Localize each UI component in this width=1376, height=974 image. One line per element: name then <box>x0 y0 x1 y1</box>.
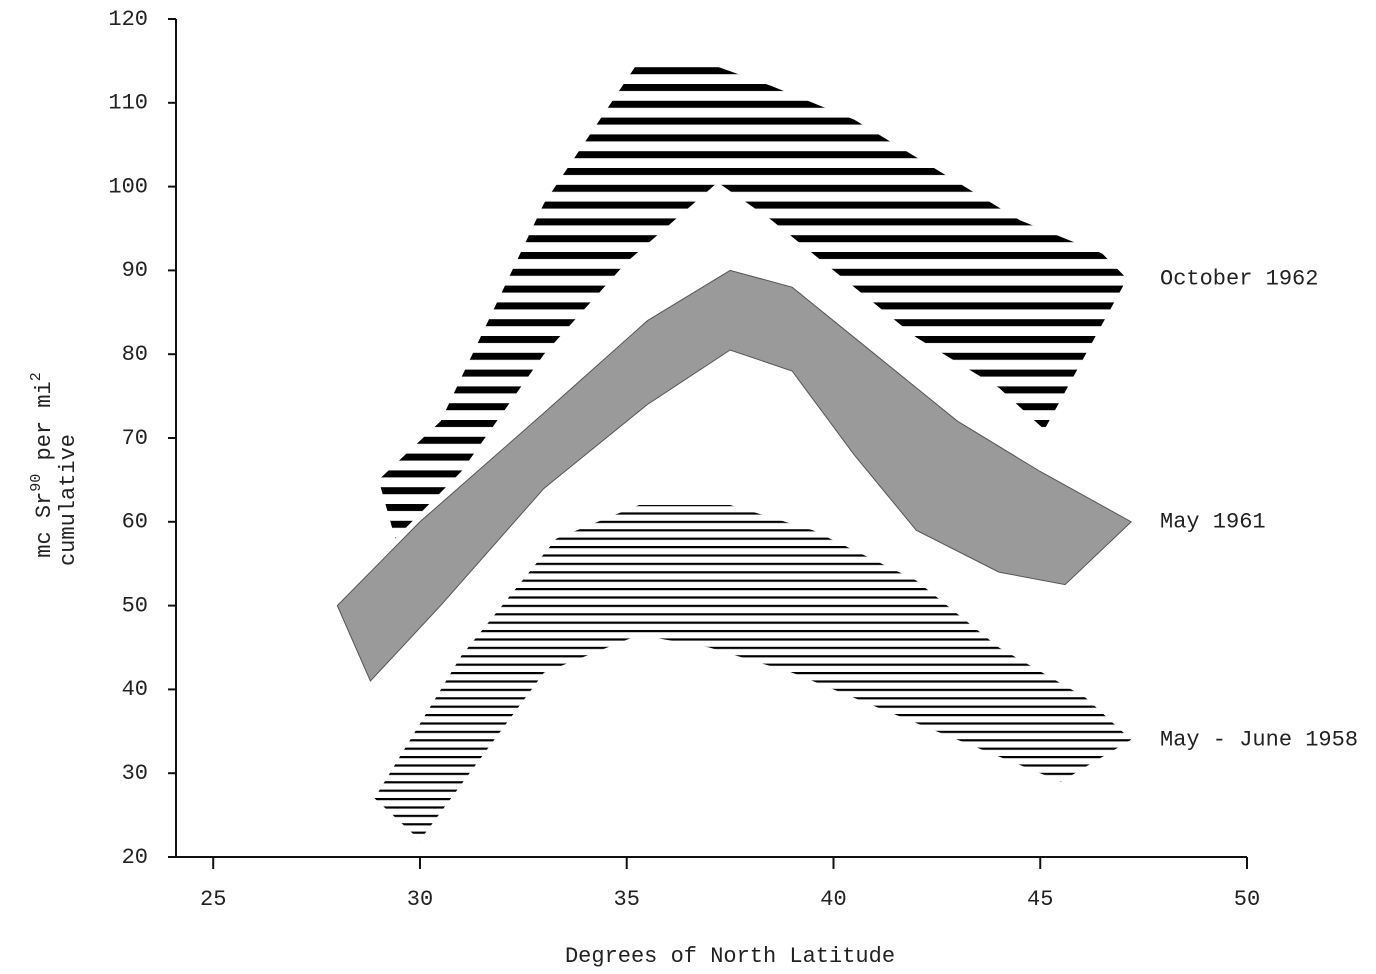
x-tick-label: 45 <box>1027 887 1053 912</box>
x-tick-label: 25 <box>200 887 226 912</box>
y-axis-label-line2: cumulative <box>56 434 81 566</box>
x-tick-label: 30 <box>407 887 433 912</box>
range-band <box>378 60 1128 539</box>
y-label-sup: 90 <box>28 474 45 492</box>
y-tick-label: 20 <box>122 845 148 870</box>
x-tick-label: 50 <box>1234 887 1260 912</box>
series-label: May 1961 <box>1160 510 1266 535</box>
y-tick-label: 50 <box>122 593 148 618</box>
y-tick-label: 120 <box>108 7 148 32</box>
y-tick-label: 110 <box>108 91 148 116</box>
y-label-sup: 2 <box>28 372 45 381</box>
y-tick-label: 100 <box>108 174 148 199</box>
series-label: October 1962 <box>1160 267 1318 292</box>
range-band <box>336 269 1133 682</box>
x-tick-label: 40 <box>820 887 846 912</box>
x-tick-label: 35 <box>614 887 640 912</box>
y-tick-label: 30 <box>122 761 148 786</box>
x-axis-label: Degrees of North Latitude <box>565 944 895 969</box>
y-label-part: per mi <box>32 381 57 473</box>
y-label-part: mc Sr <box>32 492 57 558</box>
y-tick-label: 70 <box>122 426 148 451</box>
y-tick-label: 80 <box>122 342 148 367</box>
y-tick-label: 40 <box>122 677 148 702</box>
range-band <box>374 505 1132 841</box>
y-axis-label: mc Sr90 per mi2 <box>28 372 57 557</box>
y-tick-label: 90 <box>122 258 148 283</box>
y-tick-label: 60 <box>122 510 148 535</box>
series-label: May - June 1958 <box>1160 727 1358 752</box>
